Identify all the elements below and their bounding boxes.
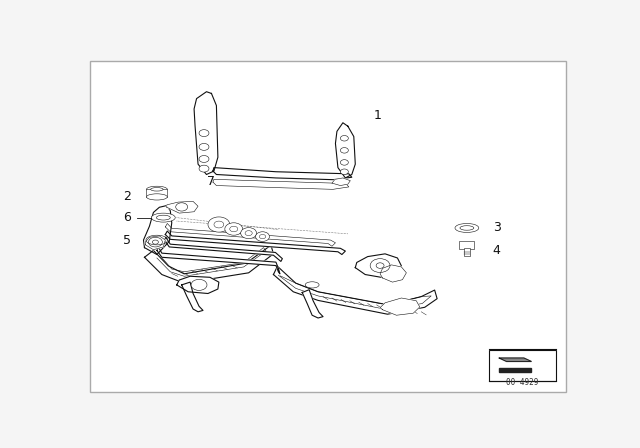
Polygon shape — [499, 368, 531, 372]
Bar — [489, 350, 556, 381]
Text: 00 4929: 00 4929 — [506, 379, 539, 388]
Circle shape — [199, 155, 209, 163]
Circle shape — [259, 234, 266, 239]
Ellipse shape — [147, 186, 167, 193]
Circle shape — [152, 240, 158, 244]
Bar — [147, 190, 167, 197]
Polygon shape — [177, 276, 219, 293]
Ellipse shape — [460, 226, 474, 230]
Text: 5: 5 — [123, 233, 131, 246]
Circle shape — [255, 232, 269, 241]
Circle shape — [199, 129, 209, 137]
Polygon shape — [332, 178, 350, 185]
Circle shape — [199, 143, 209, 151]
Text: 4: 4 — [493, 244, 500, 257]
Polygon shape — [213, 179, 349, 190]
Circle shape — [340, 159, 348, 165]
Polygon shape — [167, 202, 198, 213]
Text: 7: 7 — [207, 175, 216, 188]
Ellipse shape — [305, 282, 319, 288]
Ellipse shape — [455, 224, 479, 233]
Bar — [464, 248, 470, 255]
Text: 1: 1 — [374, 109, 381, 122]
Polygon shape — [380, 298, 420, 315]
Circle shape — [225, 223, 243, 235]
Polygon shape — [335, 123, 355, 178]
Polygon shape — [302, 290, 323, 318]
Polygon shape — [499, 358, 531, 362]
Circle shape — [148, 237, 163, 247]
Circle shape — [176, 203, 188, 211]
Ellipse shape — [156, 215, 170, 220]
Ellipse shape — [147, 194, 167, 200]
Circle shape — [340, 169, 348, 174]
Polygon shape — [213, 168, 352, 180]
Circle shape — [340, 135, 348, 141]
Circle shape — [208, 217, 230, 232]
FancyBboxPatch shape — [460, 241, 474, 249]
Polygon shape — [143, 206, 172, 254]
Circle shape — [241, 228, 257, 239]
Polygon shape — [273, 266, 437, 314]
Polygon shape — [145, 236, 165, 250]
Text: 2: 2 — [123, 190, 131, 203]
Circle shape — [230, 226, 238, 232]
Circle shape — [214, 221, 224, 228]
Polygon shape — [182, 282, 203, 312]
Circle shape — [191, 280, 207, 290]
Ellipse shape — [152, 213, 175, 222]
Polygon shape — [157, 247, 280, 274]
Text: 3: 3 — [493, 221, 500, 234]
Polygon shape — [145, 245, 273, 283]
Ellipse shape — [150, 188, 163, 191]
Polygon shape — [165, 224, 335, 246]
Polygon shape — [165, 231, 346, 254]
Polygon shape — [164, 237, 282, 262]
Polygon shape — [355, 254, 401, 278]
Circle shape — [199, 165, 209, 172]
Polygon shape — [380, 265, 406, 282]
Text: 6: 6 — [123, 211, 131, 224]
Circle shape — [245, 231, 252, 236]
Circle shape — [376, 263, 384, 268]
Circle shape — [340, 147, 348, 153]
Polygon shape — [194, 92, 218, 174]
Circle shape — [370, 258, 390, 272]
